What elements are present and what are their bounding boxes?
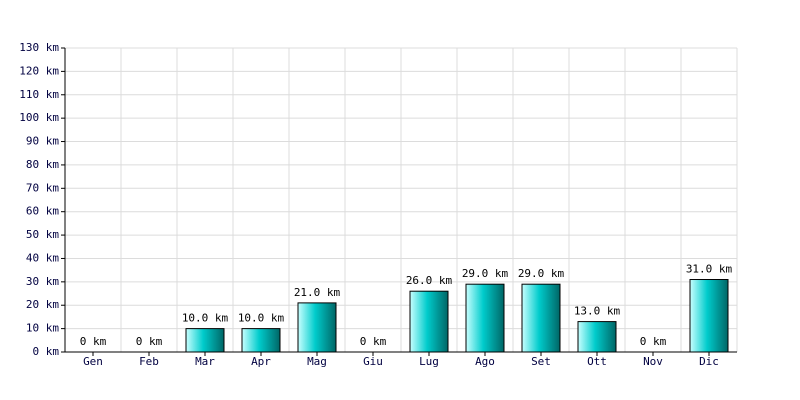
bar — [185, 328, 225, 353]
value-label: 0 km — [640, 335, 667, 348]
x-tick-label: Gen — [83, 355, 103, 368]
y-tick-label: 20 km — [26, 298, 59, 311]
x-tick-label: Nov — [643, 355, 663, 368]
y-tick-label: 40 km — [26, 251, 59, 264]
x-tick-label: Mag — [307, 355, 327, 368]
y-tick-label: 100 km — [19, 111, 59, 124]
value-label: 21.0 km — [294, 286, 341, 299]
y-tick-label: 60 km — [26, 205, 59, 218]
value-label: 0 km — [80, 335, 107, 348]
x-tick-label: Lug — [419, 355, 439, 368]
value-label: 13.0 km — [574, 305, 621, 318]
x-tick-label: Set — [531, 355, 551, 368]
value-label: 10.0 km — [238, 312, 285, 325]
y-tick-label: 30 km — [26, 275, 59, 288]
x-tick-label: Ott — [587, 355, 607, 368]
y-tick-label: 50 km — [26, 228, 59, 241]
bar — [465, 283, 505, 353]
y-tick-label: 0 km — [33, 345, 60, 358]
bar — [241, 328, 281, 353]
x-tick-label: Feb — [139, 355, 159, 368]
value-label: 31.0 km — [686, 263, 733, 276]
x-tick-label: Ago — [475, 355, 495, 368]
bar — [521, 283, 561, 353]
value-label: 29.0 km — [518, 267, 565, 280]
y-tick-label: 110 km — [19, 88, 59, 101]
bar — [577, 321, 617, 353]
bar — [409, 290, 449, 353]
bar — [297, 302, 337, 353]
y-tick-label: 130 km — [19, 41, 59, 54]
x-tick-label: Giu — [363, 355, 383, 368]
y-tick-label: 70 km — [26, 181, 59, 194]
y-tick-label: 90 km — [26, 135, 59, 148]
value-label: 10.0 km — [182, 312, 229, 325]
value-label: 26.0 km — [406, 274, 453, 287]
bar — [689, 279, 729, 353]
x-tick-label: Dic — [699, 355, 719, 368]
value-label: 29.0 km — [462, 267, 509, 280]
value-label: 0 km — [360, 335, 387, 348]
x-tick-label: Mar — [195, 355, 215, 368]
y-tick-label: 10 km — [26, 322, 59, 335]
value-label: 0 km — [136, 335, 163, 348]
x-tick-label: Apr — [251, 355, 271, 368]
y-tick-label: 120 km — [19, 64, 59, 77]
y-tick-label: 80 km — [26, 158, 59, 171]
